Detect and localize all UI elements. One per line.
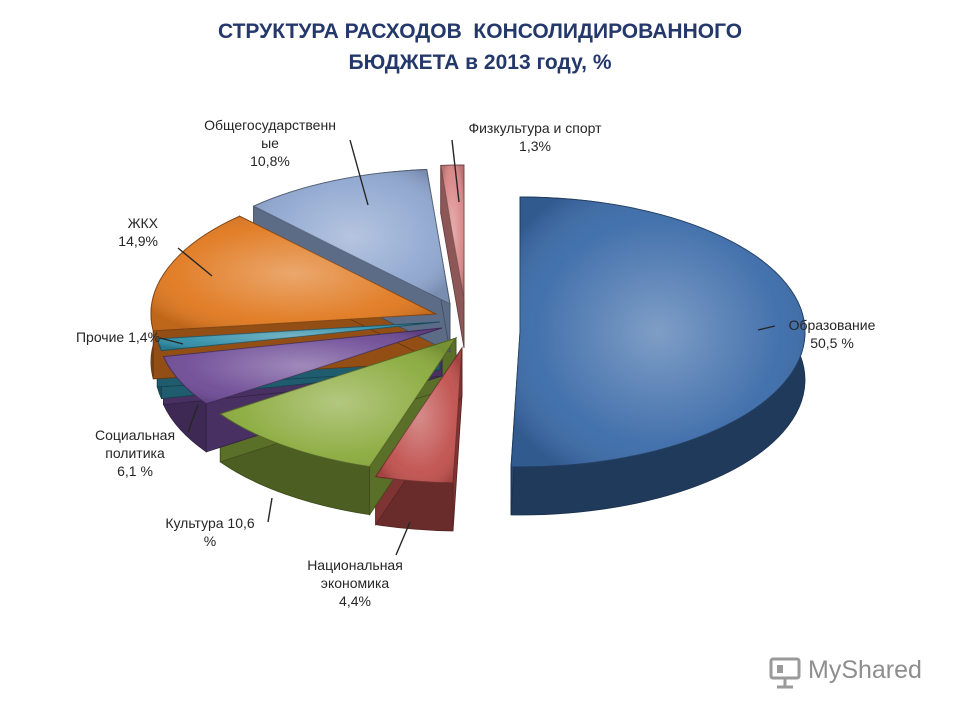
- slice-label-line: Общегосударственн: [204, 117, 336, 133]
- slice-label-zhkh: ЖКХ 14,9%: [118, 215, 158, 249]
- slice-label-sport: Физкультура и спорт 1,3%: [468, 120, 602, 154]
- slice-label-line: ые: [261, 135, 279, 151]
- slice-labels: Образование 50,5 % Национальная экономика 4,…: [76, 117, 876, 609]
- slice-highlight-other: [157, 322, 440, 351]
- leader-line-zhkh: [177, 247, 213, 277]
- slice-label-line: 6,1 %: [117, 463, 153, 479]
- slice-label-econ: Национальная экономика 4,4%: [307, 557, 403, 609]
- slice-label-other: Прочие 1,4%: [76, 329, 160, 345]
- pie-tops: [150, 164, 806, 484]
- leader-line-gov: [349, 139, 369, 206]
- slice-label-soc: Социальная политика 6,1 %: [95, 427, 175, 479]
- leader-line-econ: [395, 521, 411, 556]
- chart-title-line-2: БЮДЖЕТА в 2013 году, %: [348, 51, 612, 74]
- projector-screen-icon: [769, 657, 801, 689]
- slice-label-line: 4,4%: [339, 593, 371, 609]
- slice-label-line: 1,3%: [519, 138, 551, 154]
- label-leader-lines: [159, 139, 776, 556]
- slice-highlight-econ: [375, 348, 462, 483]
- slice-highlight-gov: [253, 169, 450, 304]
- slice-label-line: 14,9%: [118, 233, 158, 249]
- slice-label-line: экономика: [321, 575, 390, 591]
- slice-label-edu: Образование 50,5 %: [789, 317, 876, 351]
- slice-label-line: %: [204, 533, 216, 549]
- chart-title: СТРУКТУРА РАСХОДОВ КОНСОЛИДИРОВАННОГО БЮ…: [0, 16, 960, 78]
- slice-highlight-edu: [511, 197, 806, 467]
- slice-highlight-soc: [163, 328, 443, 404]
- slice-label-line: политика: [105, 445, 165, 461]
- slice-label-line: Образование: [789, 317, 876, 333]
- leader-line-other: [159, 337, 184, 345]
- watermark-text: MyShared: [808, 656, 922, 684]
- slice-label-line: Прочие 1,4%: [76, 329, 160, 345]
- slice-label-line: 10,8%: [250, 153, 290, 169]
- slice-label-line: Физкультура и спорт: [468, 120, 602, 136]
- slice-label-cult: Культура 10,6%: [165, 515, 255, 549]
- slice-highlight-zhkh: [151, 216, 436, 331]
- slice-label-line: Культура 10,6: [165, 515, 255, 531]
- leader-line-sport: [451, 139, 460, 203]
- slice-highlight-cult: [220, 338, 456, 467]
- leader-line-soc: [187, 404, 199, 433]
- slice-label-line: Национальная: [307, 557, 403, 573]
- chart-title-line-1: СТРУКТУРА РАСХОДОВ КОНСОЛИДИРОВАННОГО: [217, 20, 743, 43]
- slice-label-line: 50,5 %: [810, 335, 854, 351]
- slice-label-line: Социальная: [95, 427, 175, 443]
- leader-line-edu: [757, 325, 776, 331]
- slice-label-line: ЖКХ: [128, 215, 159, 231]
- myshared-watermark: MyShared: [768, 650, 948, 696]
- leader-line-cult: [267, 497, 273, 523]
- slice-label-gov: Общегосударственн ые 10,8%: [204, 117, 336, 169]
